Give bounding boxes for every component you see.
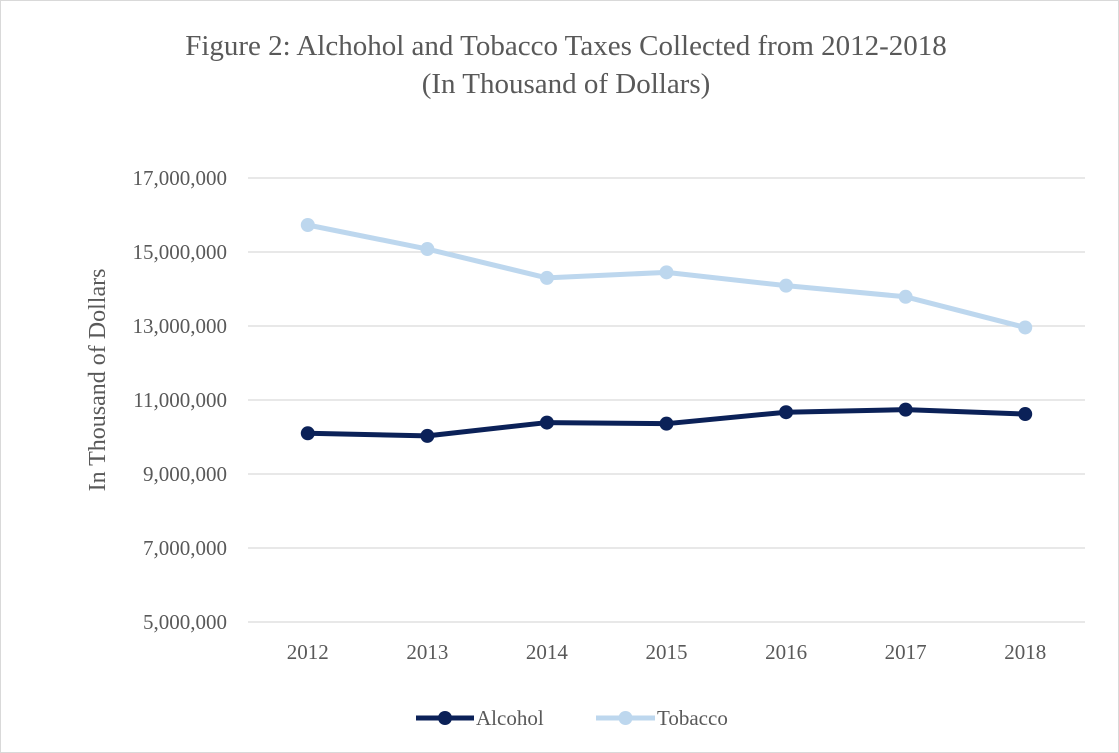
alcohol-point [420, 428, 435, 443]
x-tick-label: 2015 [646, 640, 688, 664]
legend-label: Tobacco [657, 706, 728, 730]
tobacco-point [1018, 320, 1033, 335]
legend-item-tobacco: Tobacco [596, 706, 728, 730]
legend: Alcohol Tobacco [416, 706, 728, 730]
alcohol-point [659, 416, 674, 431]
tobacco-point [779, 278, 794, 293]
alcohol-point [898, 402, 913, 417]
x-tick-label: 2012 [287, 640, 329, 664]
x-tick-label: 2016 [765, 640, 807, 664]
series-alcohol [300, 402, 1033, 443]
legend-swatch-marker [618, 711, 633, 725]
y-tick-label: 15,000,000 [133, 240, 228, 264]
x-tick-label: 2014 [526, 640, 569, 664]
alcohol-point [300, 426, 315, 441]
chart-title-line-2: (In Thousand of Dollars) [422, 68, 711, 100]
tobacco-point [420, 242, 435, 257]
y-axis-ticks: 5,000,000 7,000,000 9,000,000 11,000,000 13,… [133, 166, 228, 634]
y-axis-title: In Thousand of Dollars [85, 269, 111, 492]
series-layer [300, 217, 1033, 443]
x-tick-label: 2013 [406, 640, 448, 664]
chart-title-line-1: Figure 2: Alchohol and Tobacco Taxes Col… [185, 30, 947, 62]
y-tick-label: 17,000,000 [133, 166, 228, 190]
y-tick-label: 7,000,000 [143, 536, 227, 560]
legend-label: Alcohol [476, 706, 544, 730]
y-tick-label: 5,000,000 [143, 610, 227, 634]
alcohol-point [539, 415, 554, 430]
x-tick-label: 2017 [885, 640, 927, 664]
tobacco-point [539, 270, 554, 285]
legend-swatch-marker [438, 711, 452, 725]
tobacco-point [300, 217, 315, 232]
tobacco-point [898, 289, 913, 304]
series-tobacco [300, 217, 1033, 335]
alcohol-point [779, 405, 794, 420]
y-tick-label: 9,000,000 [143, 462, 227, 486]
gridlines [248, 177, 1085, 623]
y-tick-label: 13,000,000 [133, 314, 228, 338]
y-tick-label: 11,000,000 [133, 388, 227, 412]
tobacco-point [659, 265, 674, 280]
legend-item-alcohol: Alcohol [416, 706, 544, 730]
x-tick-label: 2018 [1004, 640, 1046, 664]
alcohol-point [1018, 407, 1033, 422]
x-axis-ticks: 2012 2013 2014 2015 2016 2017 2018 [287, 640, 1046, 664]
